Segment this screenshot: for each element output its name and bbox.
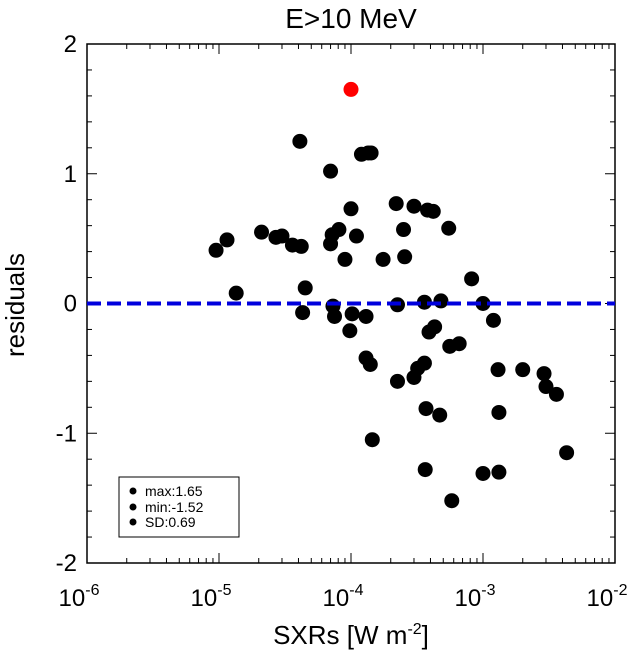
y-tick-label: 2 [64, 31, 77, 58]
data-point [344, 306, 360, 322]
data-point [548, 386, 564, 402]
data-point [396, 222, 412, 238]
data-point [416, 294, 432, 310]
data-point [323, 163, 339, 179]
data-point [297, 280, 313, 296]
data-point [406, 198, 422, 214]
data-point [219, 232, 235, 248]
data-point [337, 251, 353, 267]
y-axis-label: residuals [0, 253, 30, 357]
data-point [441, 220, 457, 236]
data-point [559, 445, 575, 461]
max-residual-point [343, 81, 359, 97]
x-tick-label: 10-2 [587, 582, 628, 612]
data-point [425, 203, 441, 219]
data-point [515, 362, 531, 378]
data-point [389, 373, 405, 389]
data-point [485, 312, 501, 328]
data-point [292, 133, 308, 149]
data-point [342, 323, 358, 339]
data-point [444, 493, 460, 509]
data-point [432, 407, 448, 423]
legend-min-text: min:-1.52 [145, 499, 204, 515]
x-tick-labels: 10-6 10-5 10-4 10-3 10-2 [59, 582, 628, 612]
data-point [538, 379, 554, 395]
highlight-point-group [343, 81, 359, 97]
y-tick-label: -2 [56, 550, 77, 577]
legend-max-text: max:1.65 [145, 483, 203, 499]
x-tick-label: 10-5 [191, 582, 232, 612]
legend-marker-sd [129, 518, 137, 526]
x-tick-label: 10-6 [59, 582, 100, 612]
chart-title: E>10 MeV [285, 3, 417, 34]
data-point [491, 464, 507, 480]
data-point [254, 224, 270, 240]
data-point [343, 201, 359, 217]
x-tick-label: 10-4 [323, 582, 364, 612]
x-axis-label: SXRs [W m-2] [273, 620, 429, 650]
data-point [293, 238, 309, 254]
legend-box [118, 476, 240, 538]
data-point [295, 305, 311, 321]
data-point [397, 249, 413, 265]
data-point [375, 251, 391, 267]
data-point [274, 228, 290, 244]
data-point [490, 362, 506, 378]
data-point [228, 285, 244, 301]
stats-legend: max:1.65 min:-1.52 SD:0.69 [118, 476, 240, 538]
data-point [433, 293, 449, 309]
data-points [208, 133, 575, 509]
y-tick-labels: 2 1 0 -1 -2 [56, 31, 77, 577]
data-point [388, 196, 404, 212]
y-tick-label: -1 [56, 420, 77, 447]
data-point [363, 145, 379, 161]
data-point [475, 296, 491, 311]
data-point [417, 462, 433, 478]
data-point [418, 401, 434, 417]
data-point [416, 355, 432, 371]
data-point [364, 432, 380, 448]
data-point [464, 271, 480, 287]
legend-sd-text: SD:0.69 [145, 514, 196, 530]
data-point [362, 356, 378, 372]
x-tick-label: 10-3 [455, 582, 496, 612]
data-point [348, 228, 364, 244]
data-point [327, 308, 343, 324]
data-point [491, 404, 507, 420]
data-point [536, 366, 552, 382]
data-point [451, 336, 467, 352]
data-point [358, 308, 374, 324]
legend-marker-max [129, 487, 137, 495]
data-point [427, 319, 443, 335]
y-tick-label: 0 [64, 291, 77, 318]
legend-marker-min [129, 503, 137, 511]
data-point [475, 465, 491, 481]
data-point [208, 242, 224, 258]
y-tick-label: 1 [64, 161, 77, 188]
data-point [331, 222, 347, 238]
